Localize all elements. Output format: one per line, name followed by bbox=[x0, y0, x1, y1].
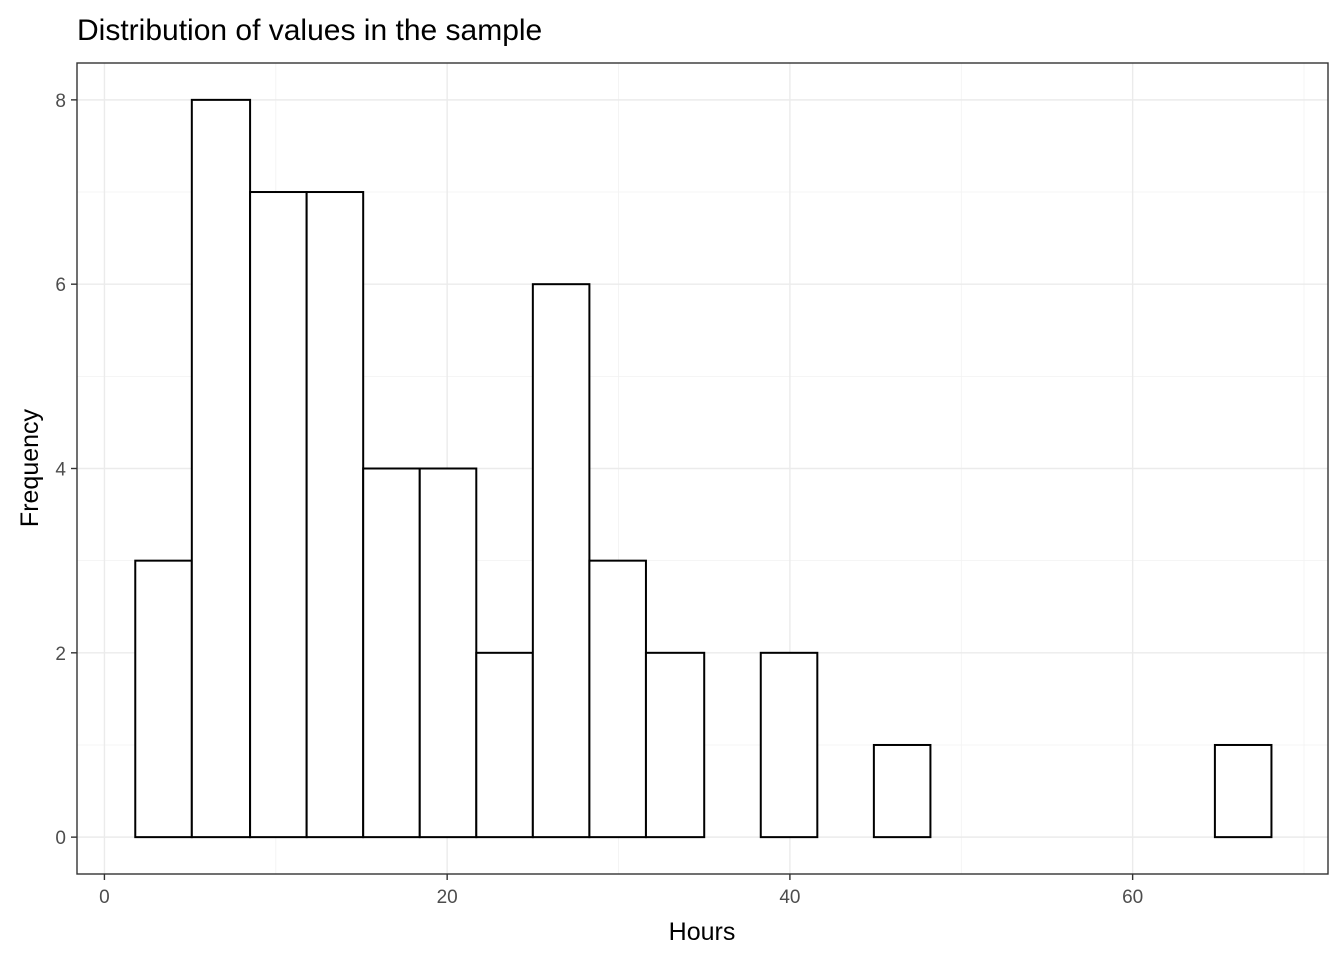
histogram-bar bbox=[872, 743, 932, 839]
histogram-bar bbox=[362, 467, 421, 839]
histogram-bar bbox=[588, 559, 647, 839]
x-axis-title: Hours bbox=[669, 918, 736, 946]
y-tick-label: 2 bbox=[55, 644, 66, 665]
histogram-bar bbox=[190, 98, 252, 839]
histogram-bar bbox=[531, 283, 591, 839]
histogram-bar bbox=[475, 651, 534, 839]
y-tick-label: 4 bbox=[55, 460, 66, 481]
x-tick-label: 60 bbox=[1122, 887, 1143, 908]
histogram-bar bbox=[759, 651, 819, 839]
histogram-bar bbox=[1213, 743, 1273, 839]
x-tick-label: 20 bbox=[437, 887, 458, 908]
bars bbox=[134, 98, 1273, 839]
x-tick-label: 40 bbox=[779, 887, 800, 908]
histogram-bar bbox=[644, 651, 706, 839]
y-tick-label: 8 bbox=[55, 91, 66, 112]
y-axis-ticks: 0 2 4 6 8 bbox=[55, 91, 77, 849]
histogram-bar bbox=[305, 191, 365, 839]
y-tick-label: 0 bbox=[55, 828, 66, 849]
x-axis-ticks: 0 20 40 60 bbox=[99, 874, 1143, 908]
histogram-bar bbox=[249, 191, 308, 839]
chart-title: Distribution of values in the sample bbox=[77, 14, 542, 47]
histogram-bar bbox=[418, 467, 478, 839]
x-tick-label: 0 bbox=[99, 887, 110, 908]
histogram-bar bbox=[134, 559, 193, 839]
y-tick-label: 6 bbox=[55, 275, 66, 296]
y-axis-title: Frequency bbox=[16, 408, 44, 527]
